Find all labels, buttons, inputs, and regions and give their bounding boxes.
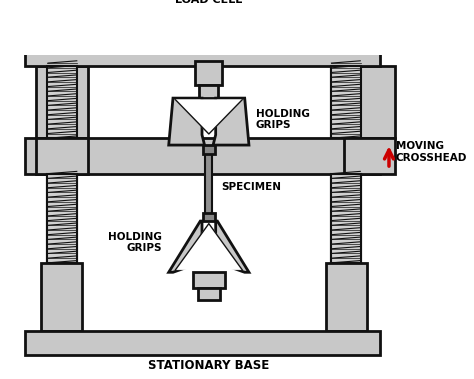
Polygon shape bbox=[175, 224, 242, 270]
Bar bbox=[192, 272, 225, 288]
Polygon shape bbox=[169, 221, 202, 272]
Bar bbox=[36, 66, 88, 138]
Bar bbox=[25, 331, 380, 355]
Text: HOLDING
GRIPS: HOLDING GRIPS bbox=[108, 232, 162, 253]
Text: SPECIMEN: SPECIMEN bbox=[222, 182, 282, 192]
Bar bbox=[47, 174, 77, 263]
Text: HOLDING
GRIPS: HOLDING GRIPS bbox=[256, 109, 310, 130]
Bar bbox=[25, 42, 380, 66]
Bar bbox=[331, 66, 361, 138]
Text: LOAD CELL: LOAD CELL bbox=[175, 0, 243, 5]
Bar bbox=[203, 145, 215, 153]
Bar bbox=[47, 66, 77, 138]
Bar bbox=[344, 66, 395, 138]
Bar bbox=[205, 153, 212, 221]
Bar bbox=[344, 138, 395, 174]
Bar bbox=[47, 66, 77, 138]
Polygon shape bbox=[213, 98, 249, 145]
Bar bbox=[25, 138, 380, 174]
Bar bbox=[331, 174, 361, 263]
Text: MOVING
CROSSHEAD: MOVING CROSSHEAD bbox=[396, 141, 467, 163]
Bar bbox=[36, 138, 88, 174]
Bar bbox=[200, 85, 218, 98]
Bar bbox=[47, 174, 77, 263]
Bar bbox=[326, 263, 367, 331]
Text: STATIONARY BASE: STATIONARY BASE bbox=[148, 359, 269, 372]
Bar bbox=[331, 174, 361, 263]
Polygon shape bbox=[169, 98, 205, 145]
Bar bbox=[41, 263, 82, 331]
Bar bbox=[203, 213, 215, 221]
Bar bbox=[331, 66, 361, 138]
Polygon shape bbox=[175, 100, 242, 134]
Bar bbox=[195, 61, 222, 85]
Bar bbox=[198, 288, 220, 300]
Polygon shape bbox=[216, 221, 249, 272]
Bar bbox=[168, 14, 249, 46]
